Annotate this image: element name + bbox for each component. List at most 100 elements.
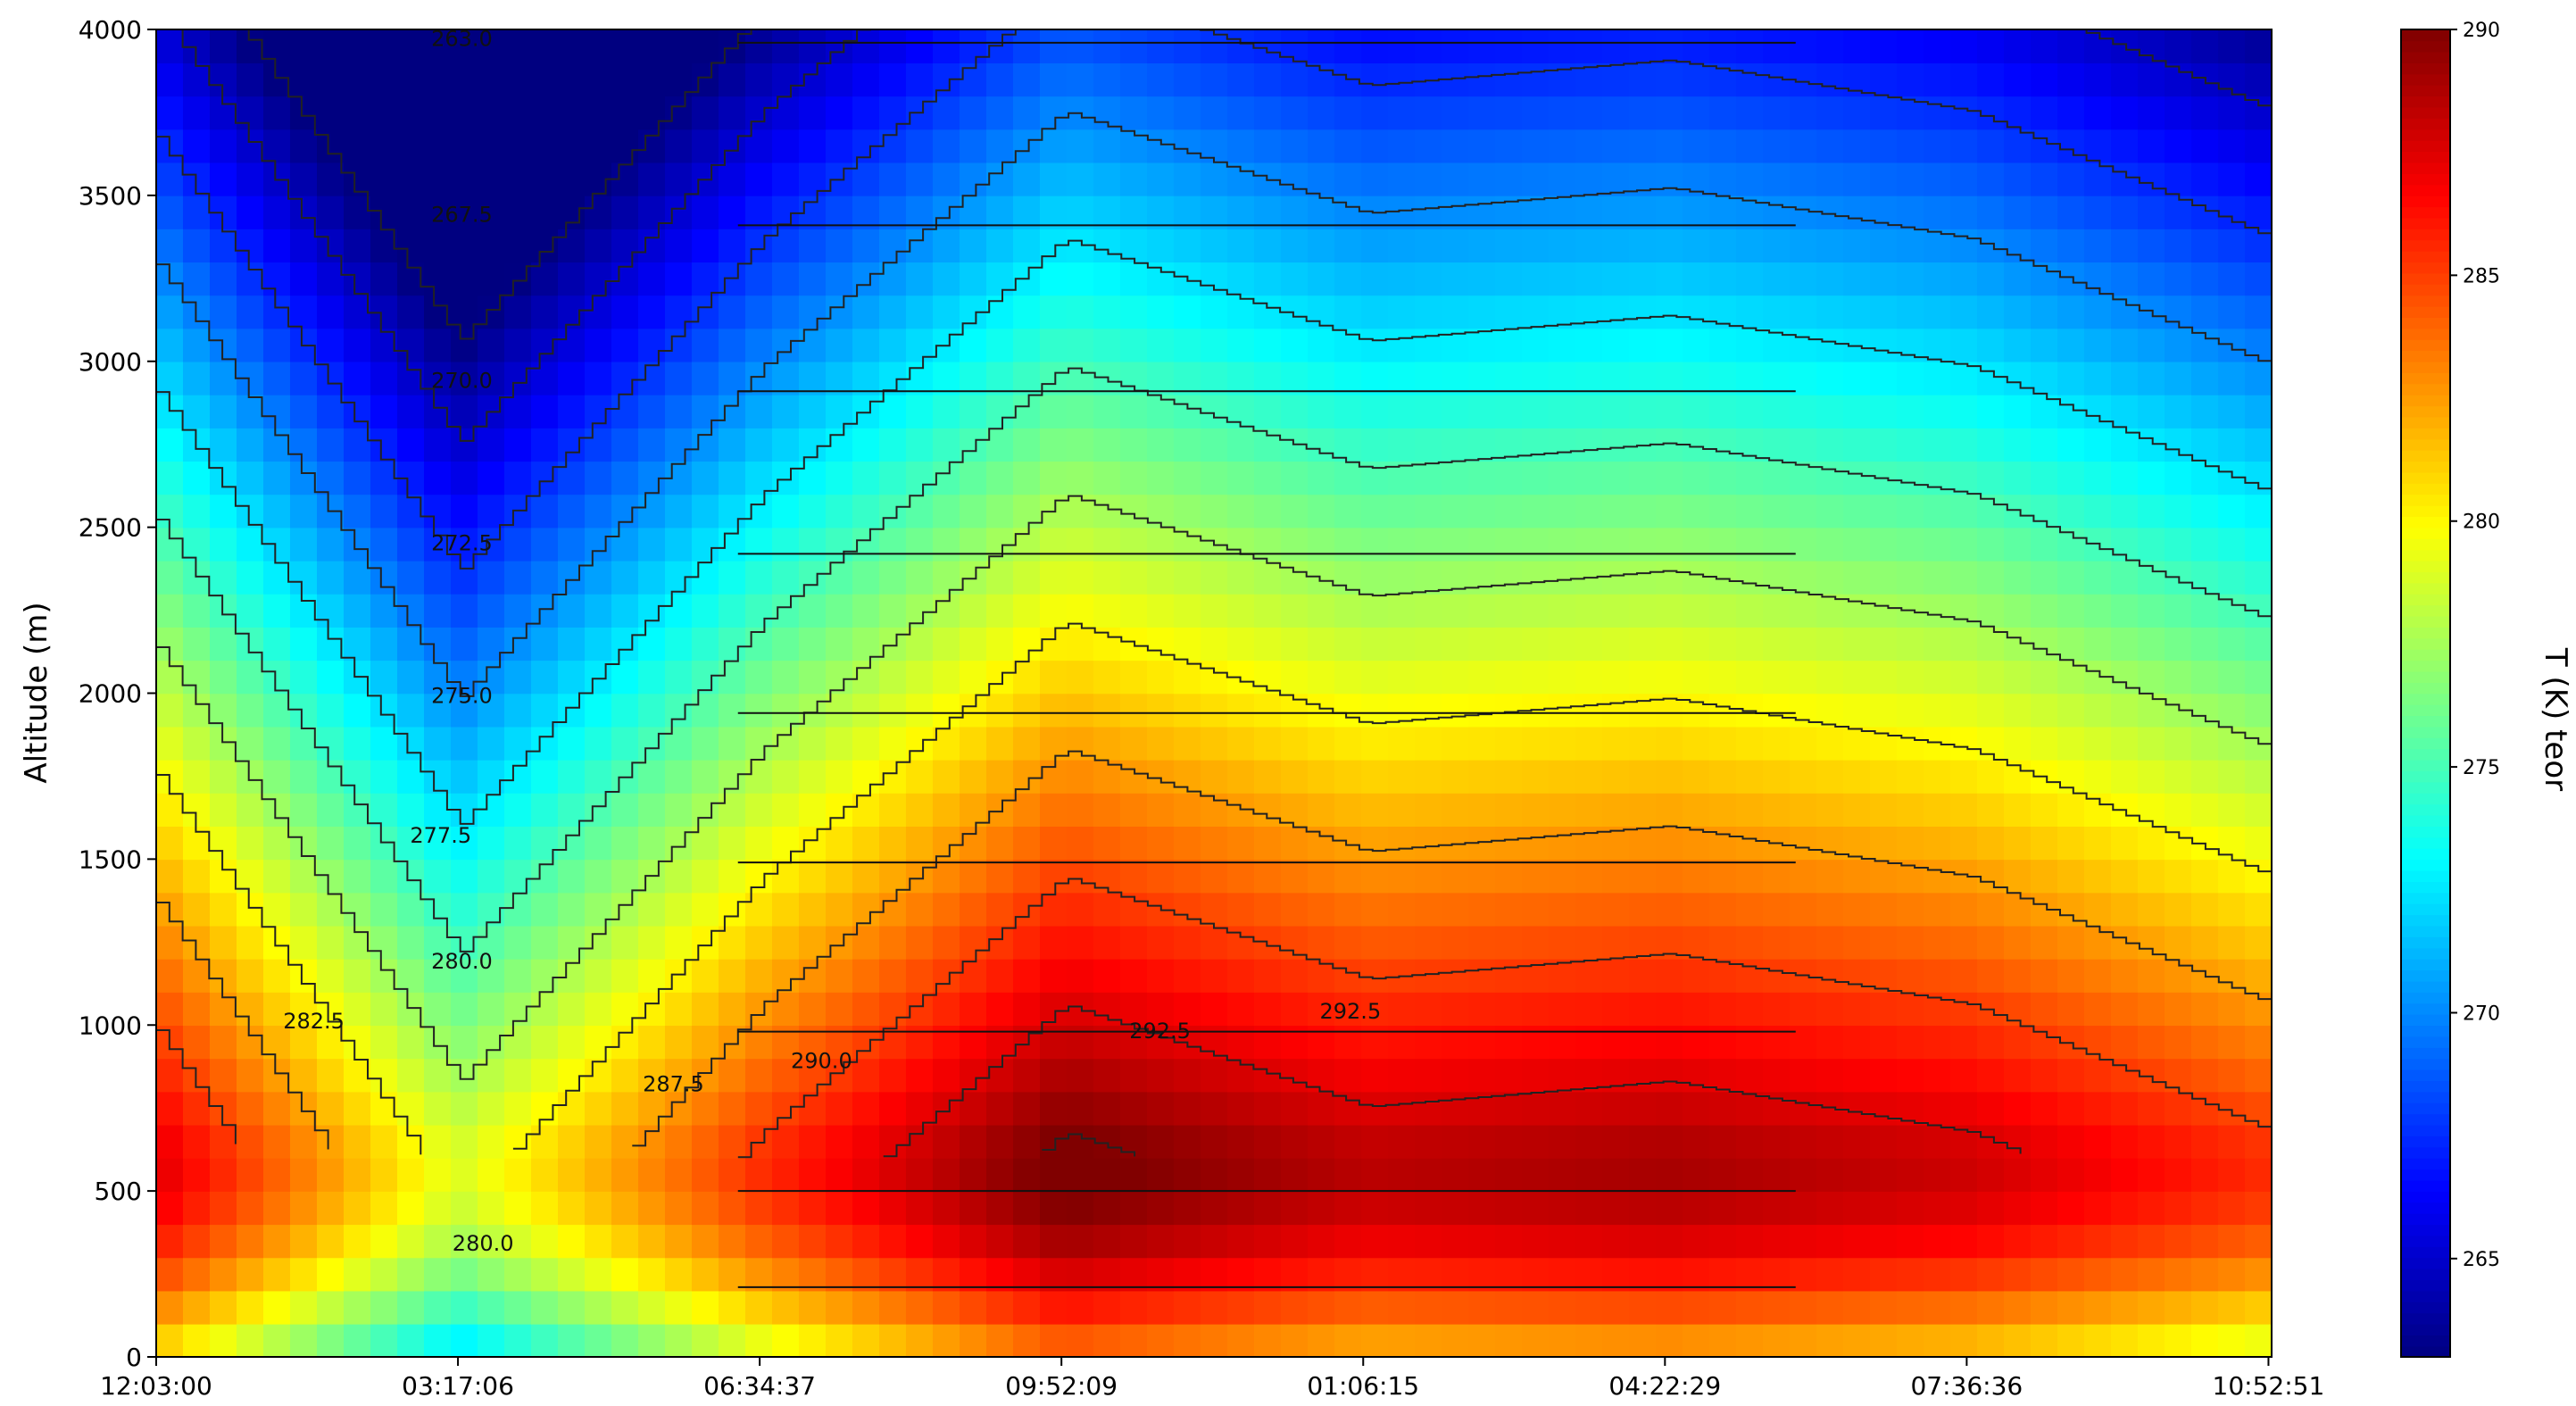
heat-cell <box>1575 361 1603 395</box>
heat-cell <box>531 660 559 695</box>
heat-cell <box>772 1124 800 1159</box>
heat-cell <box>1120 1157 1148 1192</box>
heat-cell <box>1415 494 1442 528</box>
heat-cell <box>665 1224 693 1259</box>
heat-cell <box>2165 428 2192 462</box>
heat-cell <box>424 29 452 63</box>
heat-cell <box>933 826 960 861</box>
heat-cell <box>879 1290 907 1325</box>
heat-cell <box>1120 1257 1148 1292</box>
colorbar-swatch <box>2401 549 2450 562</box>
heat-cell <box>1683 62 1710 97</box>
heat-cell <box>1174 892 1201 927</box>
colorbar-swatch <box>2401 51 2450 63</box>
heat-cell <box>799 593 827 628</box>
heat-cell <box>370 1157 398 1192</box>
heat-cell <box>960 660 987 695</box>
heat-cell <box>1201 428 1228 462</box>
heat-cell <box>852 295 880 329</box>
heat-cell <box>2165 1025 2192 1060</box>
heat-cell <box>2245 461 2272 495</box>
heat-cell <box>1442 892 1469 927</box>
heat-cell <box>772 1323 800 1357</box>
heat-cell <box>1977 726 2005 761</box>
colorbar-swatch <box>2401 1146 2450 1159</box>
heat-cell <box>1950 262 1978 296</box>
heat-cell <box>719 1091 746 1126</box>
heat-cell <box>665 162 693 196</box>
heat-cell <box>1870 29 1898 63</box>
heat-cell <box>1709 129 1737 163</box>
heat-cell <box>1308 29 1335 63</box>
heat-cell <box>2031 1058 2058 1093</box>
heat-cell <box>1575 1290 1603 1325</box>
heat-cell <box>745 195 773 229</box>
contour-line <box>156 367 2272 953</box>
heat-cell <box>1415 660 1442 695</box>
heat-cell <box>2084 295 2112 329</box>
heat-cell <box>2004 859 2032 894</box>
colorbar-swatch <box>2401 627 2450 639</box>
heat-cell <box>1388 859 1416 894</box>
heat-cell <box>1254 96 1282 130</box>
heat-cell <box>1334 1124 1362 1159</box>
heat-cell <box>2084 96 2112 130</box>
heat-cell <box>2111 262 2139 296</box>
heat-cell <box>1683 660 1710 695</box>
heat-cell <box>933 560 960 595</box>
heat-cell <box>2191 394 2219 428</box>
heat-cell <box>263 1025 291 1060</box>
heat-cell <box>1334 1191 1362 1226</box>
heat-cell <box>611 295 639 329</box>
contour-label: 292.5 <box>1320 999 1382 1024</box>
heat-cell <box>1495 992 1523 1027</box>
heat-cell <box>1013 195 1041 229</box>
heat-cell <box>692 1091 719 1126</box>
heat-cell <box>1013 660 1041 695</box>
heat-cell <box>344 262 371 296</box>
heat-cell <box>1602 1257 1630 1292</box>
heat-cell <box>1468 328 1496 362</box>
heat-cell <box>2057 229 2085 263</box>
heat-cell <box>2111 1157 2139 1192</box>
heat-cell <box>1174 195 1201 229</box>
heat-cell <box>1442 394 1469 428</box>
heat-cell <box>826 527 853 562</box>
heat-cell <box>1442 262 1469 296</box>
heat-cell <box>1254 593 1282 628</box>
heat-cell <box>1388 1124 1416 1159</box>
heat-cell <box>1924 1157 1951 1192</box>
heat-cell <box>1522 29 1550 63</box>
heat-cell <box>1790 759 1817 794</box>
heat-cell <box>1388 1257 1416 1292</box>
heat-cell <box>1763 1025 1791 1060</box>
heat-cell <box>424 229 452 263</box>
heat-cell <box>2111 1191 2139 1226</box>
heat-cell <box>1442 1025 1469 1060</box>
heat-cell <box>719 1323 746 1357</box>
heat-cell <box>1388 627 1416 661</box>
heat-cell <box>665 394 693 428</box>
heat-cell <box>906 1224 934 1259</box>
heat-cell <box>719 1290 746 1325</box>
heat-cell <box>1629 793 1657 827</box>
heat-cell <box>2138 162 2165 196</box>
heat-cell <box>2191 1157 2219 1192</box>
heat-cell <box>1227 195 1255 229</box>
heat-cell <box>1843 1224 1871 1259</box>
heat-cell <box>210 262 237 296</box>
colorbar-swatch <box>2401 560 2450 572</box>
heat-cell <box>1575 1157 1603 1192</box>
heat-cell <box>1897 1191 1924 1226</box>
heat-cell <box>2245 892 2272 927</box>
heat-cell <box>1415 1257 1442 1292</box>
heat-cell <box>1040 1058 1068 1093</box>
heat-cell <box>1388 62 1416 97</box>
heat-cell <box>665 593 693 628</box>
colorbar-swatch <box>2401 1003 2450 1015</box>
heat-cell <box>1736 394 1764 428</box>
y-tick-label: 3500 <box>79 181 142 211</box>
heat-cell <box>960 1290 987 1325</box>
heat-cell <box>1120 195 1148 229</box>
heat-cell <box>1897 1058 1924 1093</box>
